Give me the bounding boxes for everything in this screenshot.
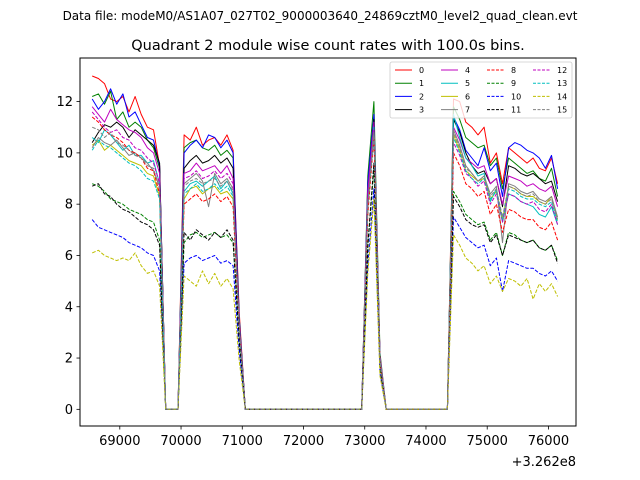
legend-label-3: 3	[419, 106, 424, 115]
series-line-15	[92, 126, 559, 410]
legend-label-5: 5	[465, 79, 470, 88]
axis-ticks: 69000 70000 71000 72000 73000 74000 75000 76000…	[56, 95, 569, 449]
series-line-11	[92, 162, 559, 410]
legend-label-15: 15	[557, 106, 567, 115]
x-offset-label: +3.262e8	[512, 455, 576, 470]
legend-label-2: 2	[419, 92, 424, 101]
legend-label-1: 1	[419, 79, 424, 88]
legend-label-7: 7	[465, 106, 470, 115]
chart-title: Quadrant 2 module wise count rates with …	[131, 38, 525, 54]
legend-label-4: 4	[465, 66, 470, 75]
legend-label-8: 8	[511, 66, 516, 75]
y-tick-label: 12	[56, 95, 73, 110]
x-tick-label: 72000	[283, 434, 324, 449]
x-tick-label: 71000	[222, 434, 263, 449]
legend-label-11: 11	[511, 106, 521, 115]
series-layer	[91, 75, 559, 410]
legend-label-10: 10	[511, 92, 521, 101]
legend-label-6: 6	[465, 92, 470, 101]
plot-area	[80, 58, 576, 426]
x-tick-label: 74000	[405, 434, 446, 449]
suptitle: Data file: modeM0/AS1A07_027T02_90000036…	[63, 9, 578, 23]
legend-label-14: 14	[557, 92, 567, 101]
x-tick-label: 76000	[528, 434, 569, 449]
legend-label-9: 9	[511, 79, 516, 88]
y-tick-label: 8	[65, 198, 73, 213]
x-tick-label: 73000	[344, 434, 385, 449]
y-tick-label: 6	[65, 249, 73, 264]
legend-box	[389, 61, 573, 119]
y-tick-label: 10	[56, 146, 73, 161]
x-tick-label: 69000	[99, 434, 140, 449]
axes-frame	[79, 57, 577, 427]
x-tick-label: 75000	[467, 434, 508, 449]
y-tick-label: 2	[65, 352, 73, 367]
legend-label-13: 13	[557, 79, 567, 88]
y-tick-label: 0	[65, 403, 73, 418]
y-tick-label: 4	[65, 300, 73, 315]
legend-label-0: 0	[419, 66, 424, 75]
legend-label-12: 12	[557, 66, 567, 75]
x-tick-label: 70000	[160, 434, 201, 449]
